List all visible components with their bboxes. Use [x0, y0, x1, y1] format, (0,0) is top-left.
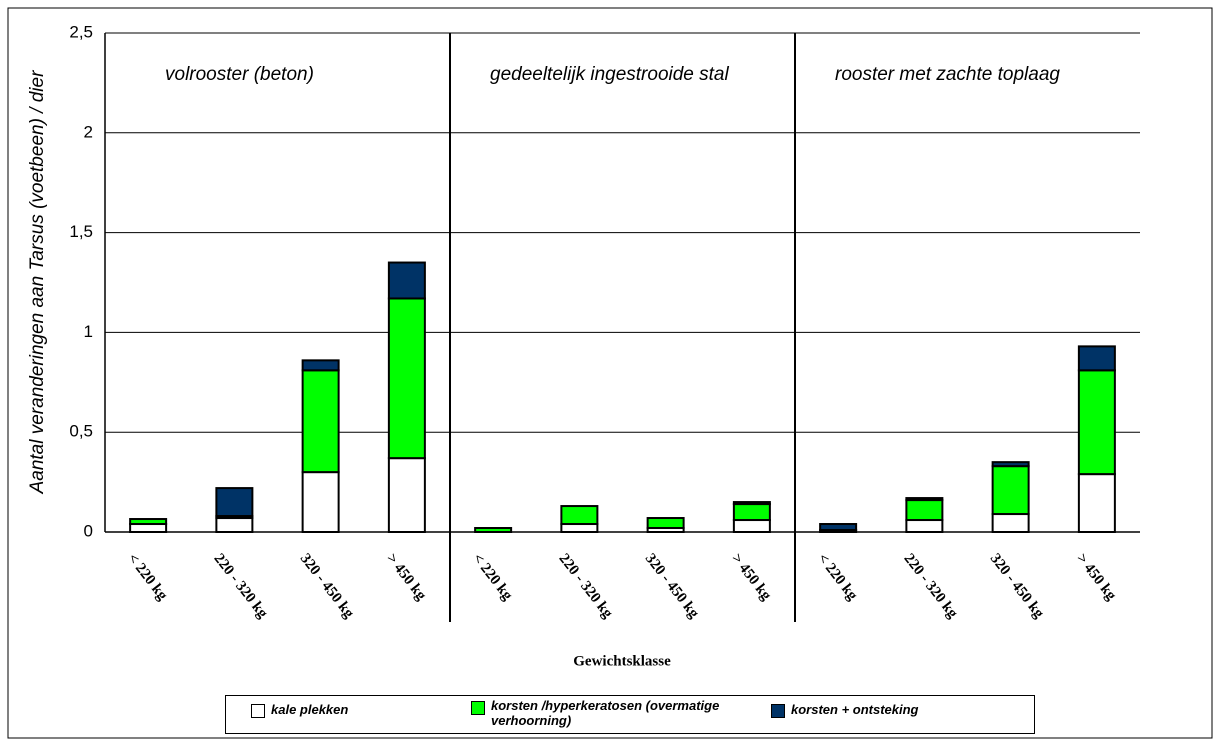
x-tick-label: < 220 kg	[469, 551, 515, 604]
y-tick-label: 1,5	[69, 222, 93, 241]
bar-segment	[215, 487, 254, 518]
x-tick-label: 220 - 320 kg	[556, 551, 616, 622]
bar-segment	[215, 517, 254, 534]
legend: kale plekken korsten /hyperkeratosen (ove…	[225, 695, 1035, 734]
x-tick-label: 220 - 320 kg	[211, 551, 271, 622]
y-tick-label: 2	[84, 122, 93, 141]
bar-segment	[129, 518, 168, 526]
bar-segment	[129, 523, 168, 533]
legend-swatch	[251, 704, 265, 718]
bar-segment	[819, 523, 858, 532]
bar-segment	[1077, 345, 1116, 372]
bar-segment	[732, 519, 771, 533]
bar-segment	[905, 519, 944, 533]
x-axis-label: Gewichtsklasse	[573, 653, 671, 669]
bar-segment	[387, 457, 426, 534]
bar-segment	[387, 261, 426, 300]
legend-swatch	[471, 701, 485, 715]
bar-segment	[646, 517, 685, 530]
legend-label: korsten /hyperkeratosen (overmatige verh…	[491, 698, 720, 728]
bar-segment	[387, 297, 426, 460]
bar-segment	[1077, 473, 1116, 533]
bar-segment	[991, 461, 1030, 468]
y-tick-label: 0	[84, 521, 93, 540]
bar-segment	[560, 523, 599, 533]
x-tick-label: > 450 kg	[728, 551, 774, 604]
x-tick-label: 320 - 450 kg	[642, 551, 702, 622]
group-label: rooster met zachte toplaag	[835, 64, 1060, 85]
bar-segment	[732, 503, 771, 522]
y-tick-label: 2,5	[69, 22, 93, 41]
bar-segment	[301, 359, 340, 372]
group-label: gedeeltelijk ingestrooide stal	[490, 64, 729, 85]
y-tick-label: 1	[84, 322, 93, 341]
bar-segment	[560, 505, 599, 526]
group-label: volrooster (beton)	[165, 64, 314, 85]
bar-segment	[905, 499, 944, 522]
frame	[7, 7, 1213, 739]
bar-segment	[991, 513, 1030, 534]
bar-segment	[301, 369, 340, 474]
x-tick-label: 320 - 450 kg	[297, 551, 357, 622]
x-tick-label: 220 - 320 kg	[901, 551, 961, 622]
x-tick-label: 320 - 450 kg	[987, 551, 1047, 622]
x-tick-label: < 220 kg	[814, 551, 860, 604]
legend-swatch	[771, 704, 785, 718]
bar-segment	[1077, 369, 1116, 476]
bar-segment	[905, 497, 944, 502]
bar-segment	[301, 471, 340, 533]
bar-segment	[732, 501, 771, 506]
y-axis-label: Aantal veranderingen aan Tarsus (voetbee…	[27, 70, 48, 495]
legend-label: kale plekken	[271, 702, 349, 717]
bar-segment	[991, 465, 1030, 516]
legend-label: korsten + ontsteking	[791, 702, 919, 717]
x-tick-label: < 220 kg	[124, 551, 170, 604]
y-tick-label: 0,5	[69, 422, 93, 441]
x-tick-label: > 450 kg	[1073, 551, 1119, 604]
x-tick-label: > 450 kg	[383, 551, 429, 604]
